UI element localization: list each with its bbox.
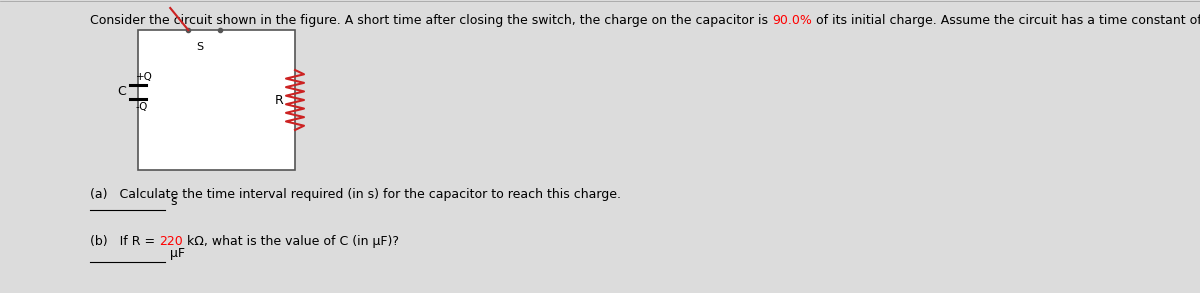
Text: μF: μF [170, 247, 185, 260]
Bar [138, 30, 295, 170]
Text: kΩ, what is the value of C (in μF)?: kΩ, what is the value of C (in μF)? [182, 235, 398, 248]
Text: (a)   Calculate the time interval required (in s) for the capacitor to reach thi: (a) Calculate the time interval required… [90, 188, 622, 201]
Text: s: s [170, 195, 176, 208]
Text: of its initial charge. Assume the circuit has a time constant of: of its initial charge. Assume the circui… [812, 14, 1200, 27]
Text: +Q: +Q [136, 71, 152, 81]
Text: C: C [118, 85, 126, 98]
Text: R: R [275, 93, 283, 106]
Text: -Q: -Q [136, 102, 149, 112]
Text: S: S [197, 42, 203, 52]
Text: 220: 220 [160, 235, 182, 248]
Text: 90.0%: 90.0% [772, 14, 812, 27]
Text: Consider the circuit shown in the figure. A short time after closing the switch,: Consider the circuit shown in the figure… [90, 14, 772, 27]
Text: (b)   If R =: (b) If R = [90, 235, 160, 248]
